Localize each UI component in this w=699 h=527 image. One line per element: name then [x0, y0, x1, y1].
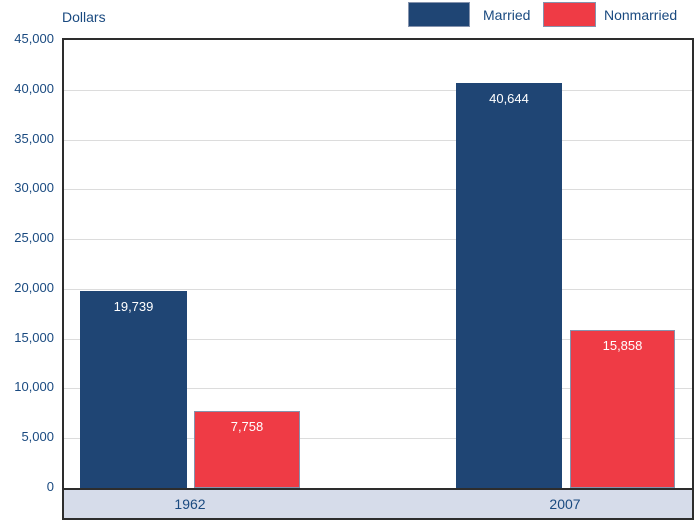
legend-label-married: Married	[483, 7, 531, 23]
gridline	[64, 90, 692, 91]
bar-value-label: 7,758	[230, 419, 264, 434]
bar-nonmarried-2007: 15,858	[570, 330, 675, 488]
gridline	[64, 339, 692, 340]
gridline	[64, 289, 692, 290]
plot-area: 19,739 7,758 40,644 15,858	[64, 40, 692, 488]
category-label-1962: 1962	[174, 496, 206, 512]
gridline	[64, 438, 692, 439]
y-tick-label: 30,000	[14, 180, 54, 195]
gridline	[64, 239, 692, 240]
legend-swatch-nonmarried	[543, 2, 596, 27]
y-tick-label: 5,000	[21, 429, 54, 444]
bar-value-label: 40,644	[489, 91, 529, 106]
y-axis-title: Dollars	[62, 9, 106, 25]
gridline	[64, 140, 692, 141]
bar-married-1962: 19,739	[80, 291, 187, 488]
y-tick-label: 10,000	[14, 379, 54, 394]
category-label-2007: 2007	[549, 496, 581, 512]
bar-married-2007: 40,644	[456, 83, 562, 488]
y-tick-label: 40,000	[14, 81, 54, 96]
x-axis-band: 1962 2007	[64, 488, 692, 518]
gridline	[64, 388, 692, 389]
y-axis: 45,000 40,000 35,000 30,000 25,000 20,00…	[0, 31, 54, 494]
y-tick-label: 0	[46, 479, 54, 494]
bar-value-label: 15,858	[602, 338, 643, 353]
bar-value-label: 19,739	[113, 299, 154, 314]
y-tick-label: 45,000	[14, 31, 54, 46]
y-tick-label: 15,000	[14, 330, 54, 345]
y-tick-label: 35,000	[14, 131, 54, 146]
y-tick-label: 25,000	[14, 230, 54, 245]
gridline	[64, 189, 692, 190]
bar-nonmarried-1962: 7,758	[194, 411, 300, 488]
legend-swatch-married	[408, 2, 470, 27]
y-tick-label: 20,000	[14, 280, 54, 295]
legend-label-nonmarried: Nonmarried	[604, 7, 678, 23]
chart-frame: 19,739 7,758 40,644 15,858 1962 2007	[62, 38, 694, 520]
